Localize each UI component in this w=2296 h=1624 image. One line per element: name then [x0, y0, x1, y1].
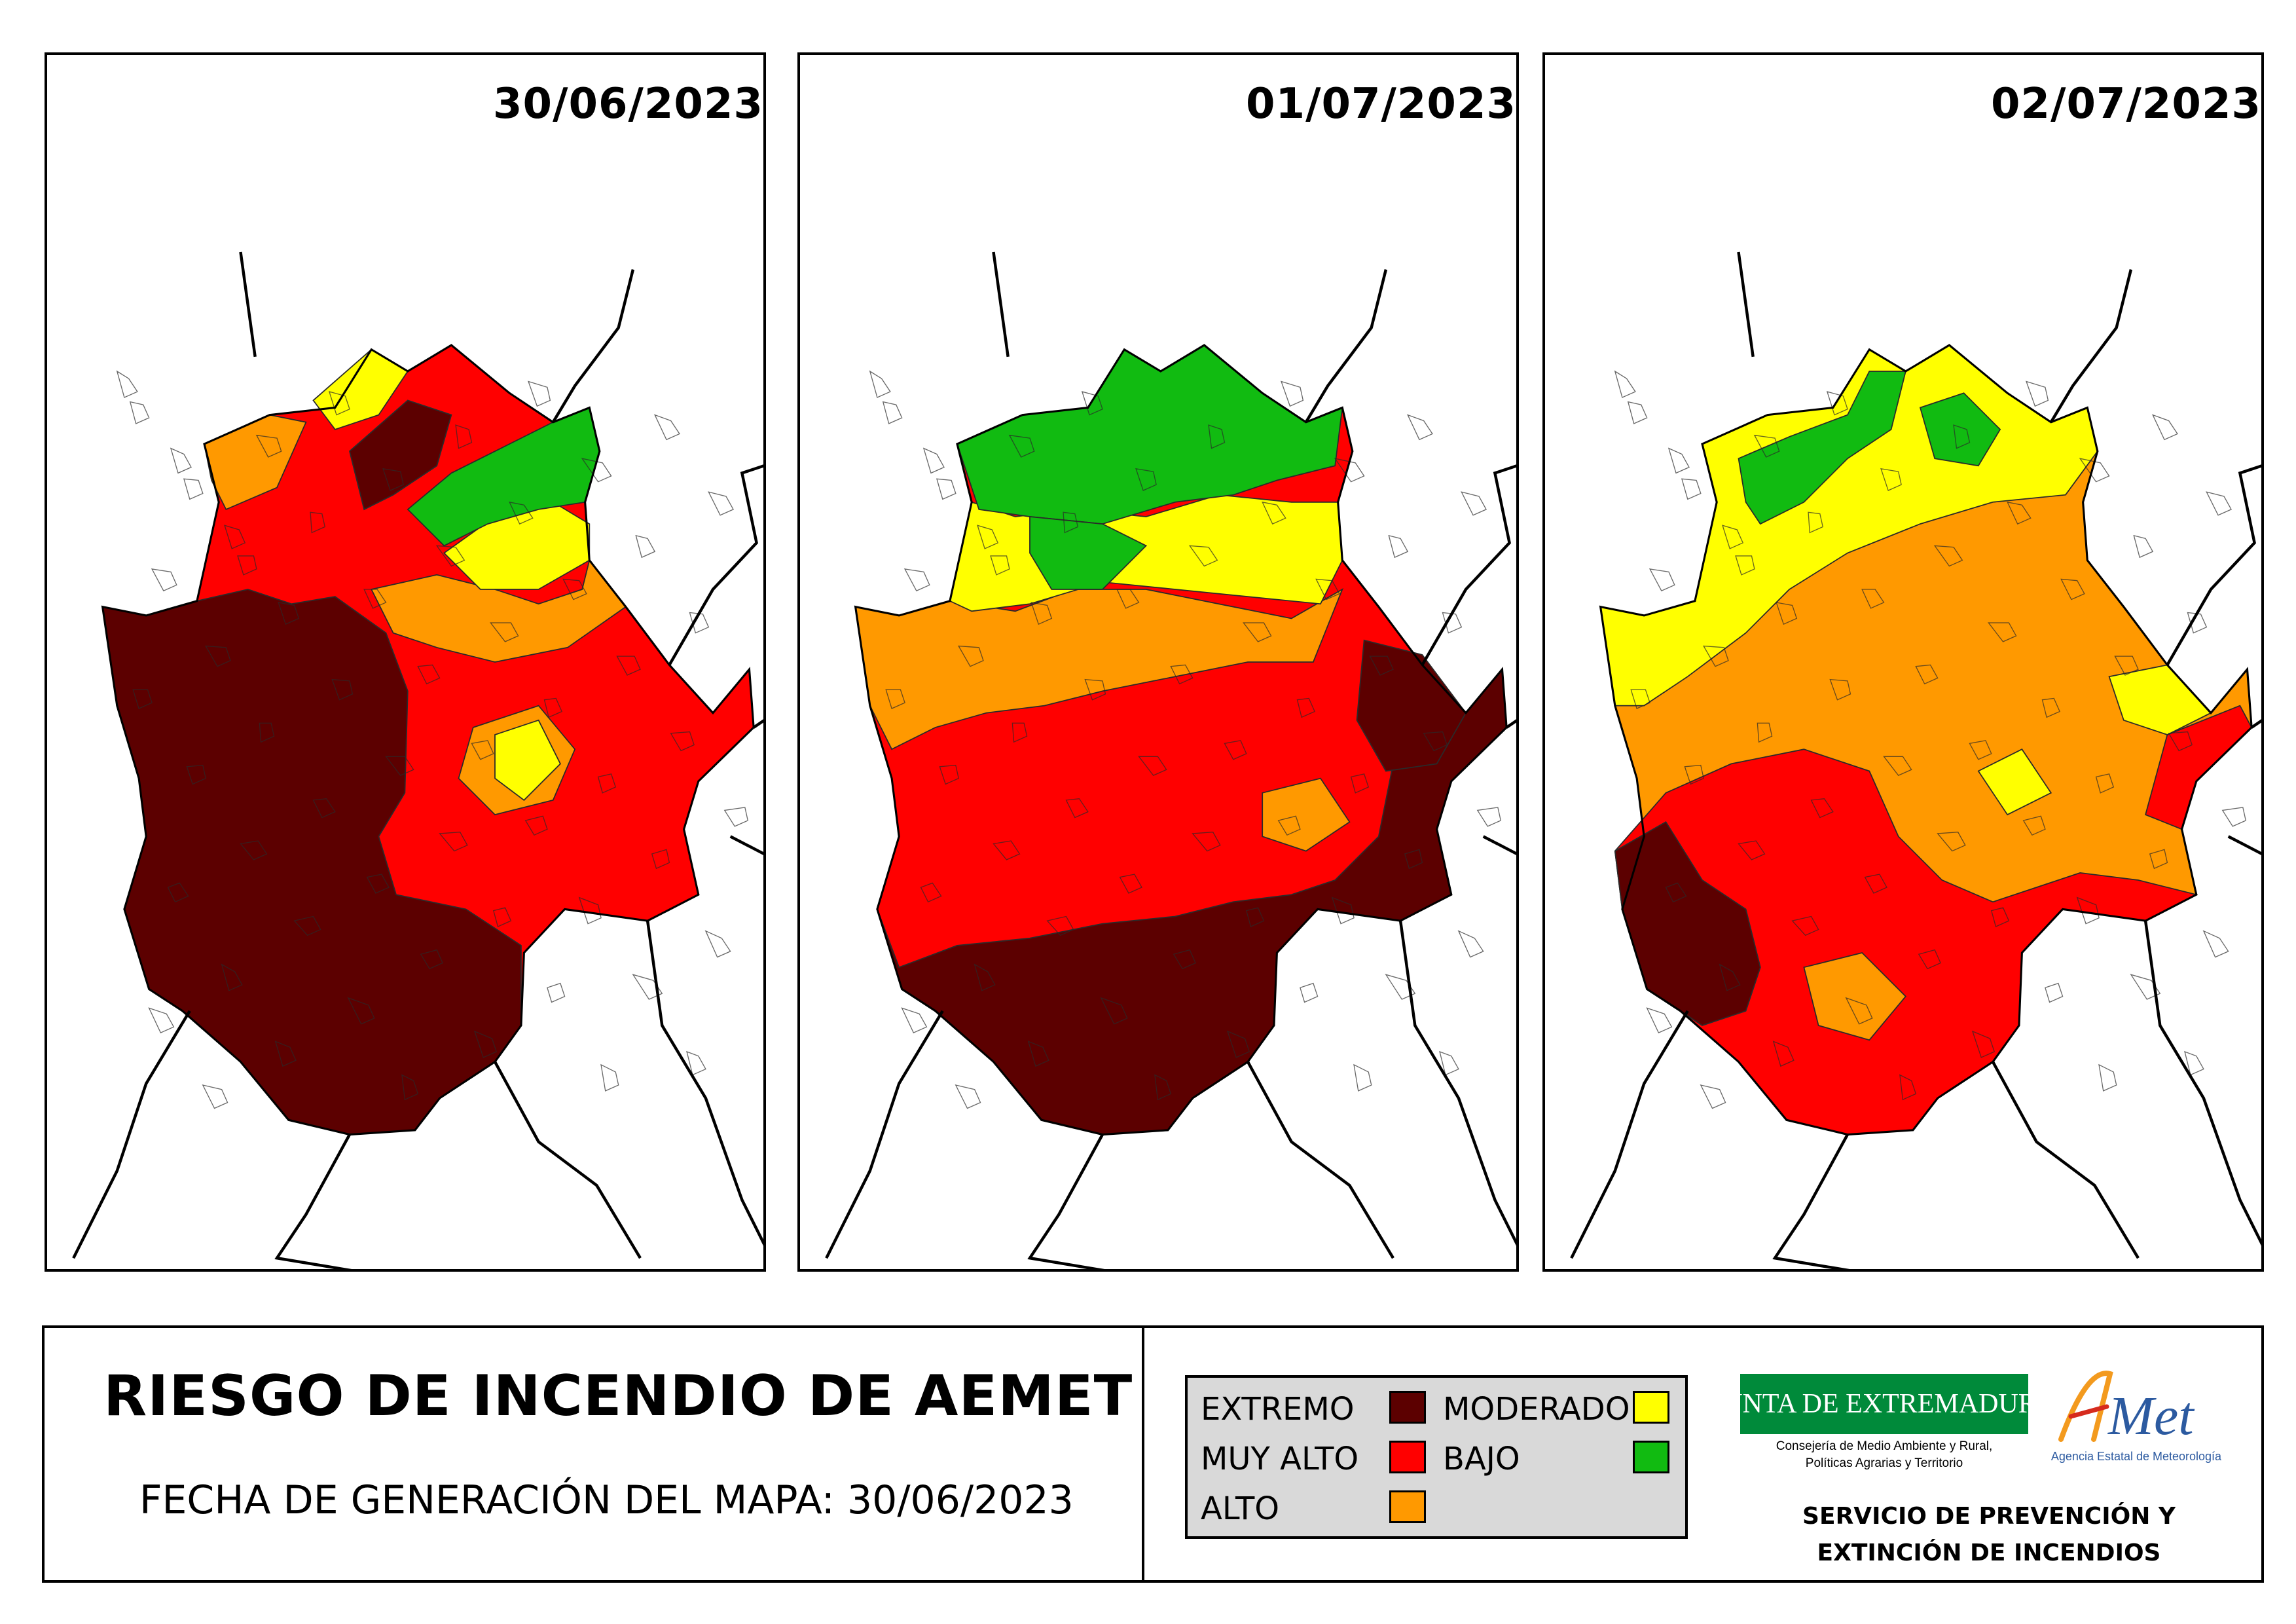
- service-line1: SERVICIO DE PREVENCIÓN Y: [1802, 1503, 2176, 1530]
- map-extremadura-day1: [72, 251, 763, 1269]
- service-name: SERVICIO DE PREVENCIÓN Y EXTINCIÓN DE IN…: [1760, 1498, 2218, 1572]
- legend-label-moderado: MODERADO: [1443, 1391, 1630, 1428]
- municipality-boundaries: [869, 370, 1502, 1109]
- map-extremadura-day3: [1570, 251, 2261, 1269]
- legend-label-muy-alto: MUY ALTO: [1201, 1441, 1359, 1477]
- region-shapes: [1570, 251, 2261, 1269]
- risk-zone: [1738, 371, 1906, 525]
- risk-zone: [1977, 748, 2052, 816]
- legend-label-extremo: EXTREMO: [1201, 1391, 1355, 1428]
- legend-swatch-extremo: [1389, 1391, 1426, 1424]
- map-date-day1: 30/06/2023: [493, 80, 763, 128]
- map-extremadura-day2: [825, 251, 1516, 1269]
- risk-zone: [312, 348, 409, 430]
- risk-zone: [494, 719, 561, 802]
- generation-date: FECHA DE GENERACIÓN DEL MAPA: 30/06/2023: [139, 1477, 1074, 1523]
- legend-swatch-moderado: [1633, 1391, 1669, 1424]
- map-date-day3: 02/07/2023: [1991, 80, 2261, 128]
- footer-divider: [1142, 1328, 1144, 1580]
- legend-label-bajo: BAJO: [1443, 1441, 1520, 1477]
- legend-swatch-alto: [1389, 1490, 1426, 1523]
- aemet-logo: Met: [2058, 1371, 2195, 1447]
- region-outline: [854, 344, 1508, 1136]
- region-shapes: [72, 251, 763, 1269]
- risk-zone: [1262, 777, 1351, 852]
- junta-subtitle-line1: Consejería de Medio Ambiente y Rural,: [1776, 1439, 1993, 1453]
- map-panel-day3: 02/07/2023: [1542, 52, 2264, 1272]
- junta-subtitle: Consejería de Medio Ambiente y Rural, Po…: [1747, 1438, 2022, 1472]
- national-border-lines: [1570, 251, 2261, 1269]
- region-shapes: [825, 251, 1516, 1269]
- risk-zone: [1919, 392, 2001, 467]
- legend-label-alto: ALTO: [1201, 1490, 1280, 1527]
- page-title: RIESGO DE INCENDIO DE AEMET: [103, 1363, 1133, 1429]
- service-line2: EXTINCIÓN DE INCENDIOS: [1817, 1540, 2161, 1566]
- junta-extremadura-logo: JUNTA DE EXTREMADURA: [1712, 1374, 2056, 1434]
- municipality-boundaries: [116, 370, 749, 1109]
- legend-swatch-bajo: [1633, 1441, 1669, 1473]
- map-panel-day1: 30/06/2023: [45, 52, 766, 1272]
- risk-zone: [2108, 664, 2212, 735]
- municipality-boundaries: [1614, 370, 2247, 1109]
- map-date-day2: 01/07/2023: [1246, 80, 1516, 128]
- region-outline: [1599, 344, 2253, 1136]
- risk-zone: [1803, 952, 1907, 1041]
- risk-zone: [349, 399, 452, 511]
- map-panel-day2: 01/07/2023: [797, 52, 1519, 1272]
- aemet-logo-text: Met: [2107, 1386, 2195, 1447]
- aemet-subtitle: Agencia Estatal de Meteorología: [2050, 1450, 2222, 1463]
- risk-zone: [854, 587, 1344, 750]
- footer-box: RIESGO DE INCENDIO DE AEMET FECHA DE GEN…: [42, 1325, 2264, 1583]
- legend-swatch-muy-alto: [1389, 1441, 1426, 1473]
- risk-zone: [1029, 516, 1148, 590]
- national-border-lines: [72, 251, 763, 1269]
- national-border-lines: [825, 251, 1516, 1269]
- junta-subtitle-line2: Políticas Agrarias y Territorio: [1805, 1456, 1963, 1470]
- legend: EXTREMO MUY ALTO ALTO MODERADO BAJO: [1185, 1375, 1688, 1539]
